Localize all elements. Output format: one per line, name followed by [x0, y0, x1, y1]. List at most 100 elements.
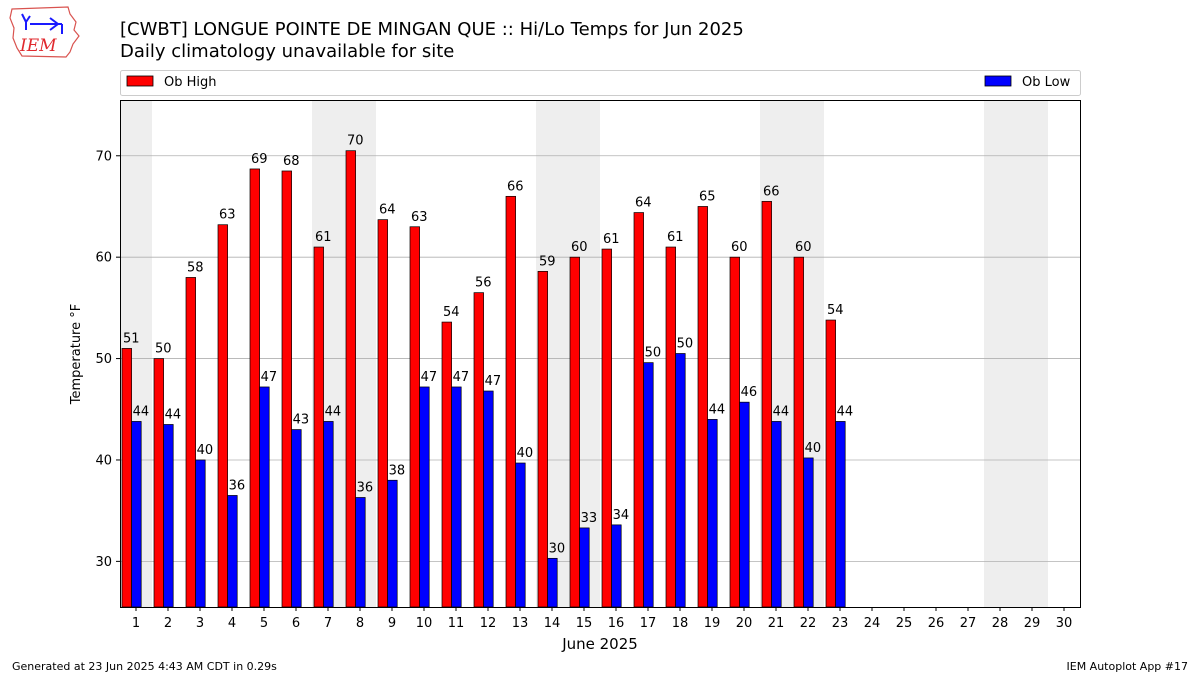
bar-high-label: 64 [379, 203, 396, 218]
y-tick-label: 30 [95, 555, 112, 570]
bar-high [345, 150, 356, 608]
x-tick-label: 24 [864, 616, 881, 631]
bar-low-label: 50 [645, 346, 662, 361]
bar-low-label: 44 [837, 404, 854, 419]
bar-high-label: 68 [283, 154, 300, 169]
bar-high-label: 54 [443, 305, 460, 320]
x-tick-label: 1 [132, 616, 140, 631]
x-tick-label: 25 [896, 616, 913, 631]
chart-subtitle: Daily climatology unavailable for site [120, 41, 454, 62]
bar-low-label: 30 [549, 541, 566, 556]
x-tick-label: 16 [608, 616, 625, 631]
y-tick-label: 70 [95, 149, 112, 164]
y-tick-label: 50 [95, 352, 112, 367]
chart-title: [CWBT] LONGUE POINTE DE MINGAN QUE :: Hi… [120, 19, 744, 40]
iem-logo: IEM [9, 6, 80, 58]
x-tick-label: 11 [448, 616, 465, 631]
footer-generated: Generated at 23 Jun 2025 4:43 AM CDT in … [12, 660, 277, 673]
bar-low-label: 40 [805, 441, 822, 456]
bar-high [153, 358, 164, 608]
bar-labels: 51 50 58 63 69 68 61 70 64 63 54 56 66 59 60 61 64 61 65 60… [123, 134, 853, 557]
x-tick-label: 5 [260, 616, 268, 631]
bar-high [217, 224, 228, 608]
x-tick-label: 7 [324, 616, 332, 631]
legend-frame [120, 70, 1081, 96]
bar-high [505, 195, 516, 608]
x-tick-label: 21 [768, 616, 785, 631]
bar-low-label: 43 [293, 413, 310, 428]
bar-high-label: 70 [347, 134, 364, 149]
bar-low-label: 36 [357, 480, 374, 495]
weather-station-icon [21, 13, 63, 34]
bar-low-label: 44 [165, 407, 182, 422]
x-tick-label: 22 [800, 616, 817, 631]
bar-low [611, 524, 622, 608]
bar-high [249, 168, 260, 608]
bar-low-label: 47 [453, 370, 470, 385]
footer-app: IEM Autoplot App #17 [1067, 660, 1189, 673]
bar-high [825, 319, 836, 608]
bar-high [473, 292, 484, 608]
bar-high [697, 206, 708, 608]
bar-high-label: 51 [123, 331, 140, 346]
x-tick-label: 30 [1056, 616, 1073, 631]
bar-high [121, 348, 132, 608]
bar-low-label: 44 [709, 402, 726, 417]
bar-high-label: 64 [635, 196, 652, 211]
bars [121, 150, 846, 608]
bar-low [739, 401, 750, 608]
bar-low [771, 421, 782, 608]
weekend-band [984, 100, 1016, 607]
legend-swatch-high [126, 75, 154, 87]
bar-high [601, 248, 612, 608]
bar-low-label: 47 [421, 370, 438, 385]
bar-low [451, 386, 462, 608]
x-tick-label: 14 [544, 616, 561, 631]
bar-low [675, 353, 686, 608]
bar-high-label: 63 [219, 208, 236, 223]
bar-high-label: 60 [795, 240, 812, 255]
bar-low [419, 386, 430, 608]
bar-high [633, 212, 644, 608]
bar-low [163, 424, 174, 608]
bar-high-label: 61 [315, 230, 332, 245]
bar-high [537, 271, 548, 608]
x-tick-label: 27 [960, 616, 977, 631]
bar-low-label: 44 [133, 404, 150, 419]
bar-low-label: 50 [677, 337, 694, 352]
bar-low [643, 362, 654, 608]
y-axis-title: Temperature °F [69, 304, 84, 405]
x-tick-label: 8 [356, 616, 364, 631]
x-tick-label: 28 [992, 616, 1009, 631]
gridlines [120, 155, 1080, 562]
bar-high [185, 277, 196, 608]
bar-low-label: 34 [613, 508, 630, 523]
y-axis: 30 40 50 60 70 [95, 149, 120, 570]
bar-high [665, 246, 676, 608]
bar-low-label: 36 [229, 478, 246, 493]
x-tick-label: 12 [480, 616, 497, 631]
bar-high-label: 54 [827, 303, 844, 318]
x-tick-label: 17 [640, 616, 657, 631]
bar-high-label: 59 [539, 254, 556, 269]
legend-label-low: Ob Low [1022, 75, 1071, 90]
x-tick-label: 2 [164, 616, 172, 631]
y-tick-label: 60 [95, 251, 112, 266]
bar-low [547, 557, 558, 608]
bar-high-label: 50 [155, 342, 172, 357]
bar-high-label: 56 [475, 276, 492, 291]
bar-high-label: 60 [731, 240, 748, 255]
legend-label-high: Ob High [164, 75, 217, 90]
bar-high [569, 256, 580, 608]
bar-high [441, 321, 452, 608]
bar-low-label: 47 [485, 374, 502, 389]
bar-low-label: 33 [581, 511, 598, 526]
x-tick-label: 19 [704, 616, 721, 631]
bar-low [227, 495, 238, 608]
weekend-band [1016, 100, 1048, 607]
bar-low [323, 421, 334, 608]
x-tick-label: 15 [576, 616, 593, 631]
x-tick-label: 20 [736, 616, 753, 631]
